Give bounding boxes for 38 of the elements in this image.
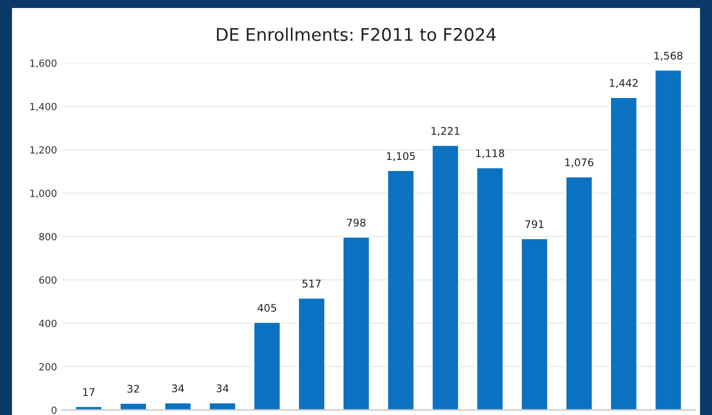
data-label: 32 xyxy=(127,384,139,393)
y-tick-label: 400 xyxy=(39,320,56,328)
bar xyxy=(654,69,682,410)
data-label: 1,118 xyxy=(476,149,504,158)
data-label: 1,221 xyxy=(432,126,460,136)
y-tick-label: 800 xyxy=(39,232,56,240)
data-label: 405 xyxy=(258,304,276,312)
bar xyxy=(298,297,326,410)
bar xyxy=(386,170,415,410)
data-label: 17 xyxy=(83,388,94,396)
bar xyxy=(342,236,370,410)
y-tick-label: 1,400 xyxy=(30,102,56,112)
data-label: 1,568 xyxy=(654,52,682,61)
y-tick-label: 200 xyxy=(39,363,56,370)
bar xyxy=(520,238,549,410)
data-label: 1,105 xyxy=(387,152,415,162)
data-label: 791 xyxy=(525,220,544,228)
bar xyxy=(119,402,148,410)
bar xyxy=(252,321,282,410)
bar xyxy=(431,144,460,410)
y-tick-label: 1,600 xyxy=(30,59,56,68)
bar xyxy=(208,402,237,410)
data-label: 34 xyxy=(216,384,229,392)
bar xyxy=(476,166,504,410)
bar xyxy=(610,96,638,410)
y-tick-label: 600 xyxy=(39,276,56,284)
data-label: 798 xyxy=(347,218,366,227)
bar xyxy=(74,406,103,410)
data-label: 1,076 xyxy=(565,158,594,168)
bar xyxy=(565,176,594,410)
data-label: 34 xyxy=(172,384,184,392)
y-tick-label: 0 xyxy=(52,406,56,414)
chart-title: DE Enrollments: F2011 to F2024 xyxy=(216,28,496,42)
y-tick-label: 1,200 xyxy=(30,146,56,155)
y-tick-label: 1,000 xyxy=(30,190,56,198)
bar xyxy=(164,402,192,410)
data-label: 1,442 xyxy=(610,79,638,88)
data-label: 517 xyxy=(302,280,321,288)
